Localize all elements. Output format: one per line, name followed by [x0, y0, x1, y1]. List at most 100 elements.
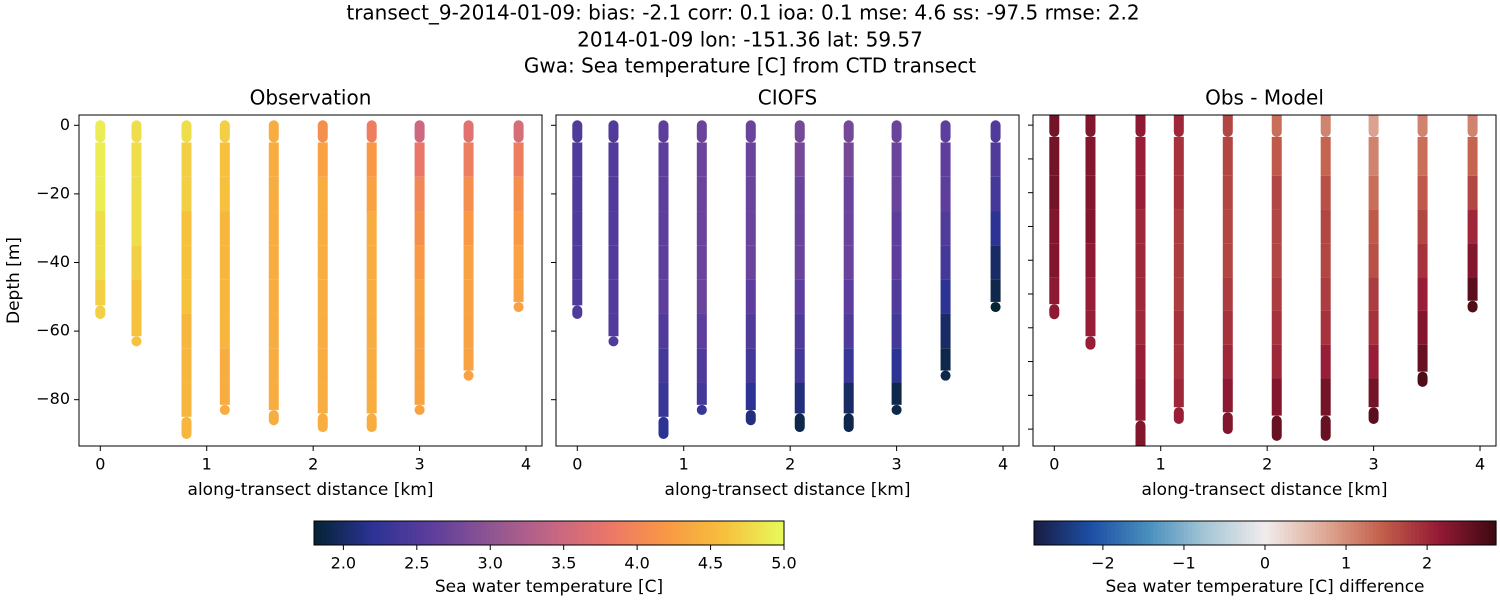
point	[268, 211, 279, 246]
x-tick-label: 4	[521, 455, 531, 474]
colorbar-cell	[603, 521, 609, 545]
colorbar-cell	[341, 521, 346, 545]
colorbar-cell	[1318, 521, 1324, 545]
point	[658, 211, 669, 246]
colorbar-cell	[627, 521, 632, 545]
colorbar-cell	[693, 521, 699, 545]
colorbar-tick-label: 2	[1422, 554, 1432, 573]
colorbar-cell	[1207, 521, 1212, 545]
point	[1417, 277, 1428, 311]
colorbar-cell	[1268, 521, 1274, 545]
point	[745, 313, 756, 349]
point	[1271, 310, 1282, 345]
point	[658, 416, 669, 439]
colorbar-cell	[682, 521, 687, 545]
point	[1368, 243, 1379, 278]
point	[317, 413, 328, 433]
colorbar-cell	[517, 521, 523, 545]
point	[1417, 175, 1428, 210]
colorbar-tick-label: 2.0	[331, 554, 356, 573]
point	[1173, 407, 1184, 424]
y-tick-label: −40	[36, 252, 70, 271]
x-tick-label: 1	[202, 455, 212, 474]
point	[268, 409, 279, 426]
colorbar-cell	[1060, 521, 1066, 545]
point	[95, 142, 106, 177]
colorbar-cell	[729, 521, 734, 545]
colorbar-cell	[361, 521, 366, 545]
point	[219, 279, 230, 314]
point	[940, 211, 951, 246]
point	[181, 245, 192, 280]
point	[891, 313, 902, 349]
point	[131, 120, 142, 143]
point	[268, 279, 279, 314]
point	[219, 176, 230, 212]
colorbar-cell	[1280, 521, 1285, 545]
point	[891, 348, 902, 383]
point	[1222, 310, 1233, 345]
point	[1173, 115, 1184, 137]
point	[1368, 115, 1379, 137]
colorbar-cell	[333, 521, 339, 545]
colorbar-cell	[1368, 521, 1374, 545]
point	[1049, 304, 1060, 320]
colorbar-tick-label: 2.5	[404, 554, 429, 573]
colorbar-cell	[1211, 521, 1216, 545]
x-tick-label: 3	[415, 455, 425, 474]
colorbar-cell	[443, 521, 448, 545]
colorbar-cell	[1172, 521, 1178, 545]
colorbar-cell	[1226, 521, 1231, 545]
colorbar-cell	[545, 521, 550, 545]
point	[268, 120, 279, 143]
point	[317, 313, 328, 349]
colorbar-cell	[654, 521, 660, 545]
point	[794, 348, 805, 383]
x-tick-label: 2	[1262, 455, 1272, 474]
point	[608, 313, 619, 337]
colorbar-cell	[607, 521, 613, 545]
point	[608, 336, 619, 347]
point	[1368, 344, 1379, 379]
point	[219, 404, 230, 415]
colorbar-cell	[1476, 521, 1482, 545]
point	[1368, 136, 1379, 176]
colorbar-cell	[376, 521, 382, 545]
colorbar-cell	[1442, 521, 1447, 545]
colorbar-cell	[1357, 521, 1362, 545]
x-tick-label: 3	[1369, 455, 1379, 474]
x-tick-label: 1	[1156, 455, 1166, 474]
colorbar-cell	[1469, 521, 1474, 545]
point	[414, 348, 425, 383]
point	[608, 245, 619, 280]
point	[1085, 310, 1096, 337]
point	[940, 176, 951, 212]
colorbar-cell	[646, 521, 652, 545]
x-tick-label: 4	[998, 455, 1008, 474]
colorbar-cell	[1141, 521, 1147, 545]
point	[317, 211, 328, 246]
colorbar-cell	[1361, 521, 1366, 545]
point	[1320, 243, 1331, 278]
colorbar-cell	[345, 521, 350, 545]
point	[1320, 175, 1331, 210]
colorbar-cell	[733, 521, 738, 545]
point	[794, 120, 805, 143]
point	[1049, 175, 1060, 210]
colorbar-cell	[317, 521, 323, 545]
colorbar-cell	[1230, 521, 1235, 545]
colorbar-cell	[1164, 521, 1170, 545]
point	[658, 313, 669, 349]
colorbar-cell	[674, 521, 679, 545]
point	[513, 176, 524, 212]
colorbar-cell	[744, 521, 750, 545]
colorbar-cell	[588, 521, 593, 545]
colorbar-cell	[549, 521, 554, 545]
colorbar-cell	[552, 521, 558, 545]
point	[940, 120, 951, 143]
colorbar-cell	[713, 521, 719, 545]
suptitle: 2014-01-09 lon: -151.36 lat: 59.57	[577, 28, 923, 52]
point	[463, 348, 474, 371]
point	[1368, 209, 1379, 244]
colorbar-cell	[1257, 521, 1262, 545]
